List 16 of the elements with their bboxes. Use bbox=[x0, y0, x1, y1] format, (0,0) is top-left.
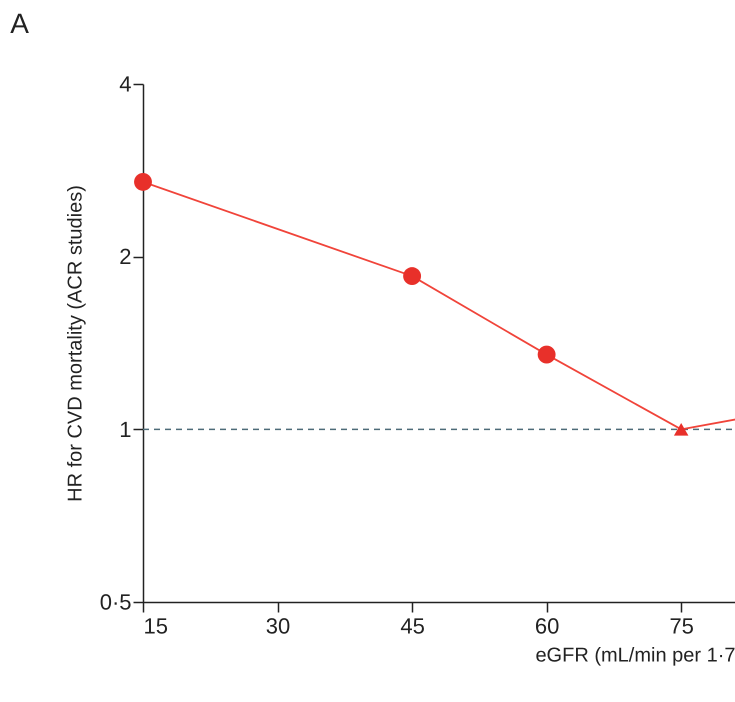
chart-title: A bbox=[10, 8, 30, 39]
y-axis-title: HR for CVD mortality (ACR studies) bbox=[64, 185, 87, 502]
x-tick-label: 30 bbox=[266, 614, 290, 638]
point bbox=[538, 346, 556, 364]
x-tick-label: 15 bbox=[144, 614, 168, 638]
x-tick-label: 75 bbox=[669, 614, 694, 638]
point bbox=[674, 423, 688, 436]
x-tick-label: 45 bbox=[400, 614, 425, 638]
y-tick-label: 1 bbox=[119, 416, 132, 442]
x-axis-title: eGFR (mL/min per 1·7 bbox=[535, 644, 735, 666]
x-tick-label: 60 bbox=[534, 614, 560, 638]
y-tick-label: 2 bbox=[119, 244, 132, 270]
y-tick-label: 0·5 bbox=[100, 590, 132, 614]
y-tick-label: 4 bbox=[119, 72, 132, 96]
point bbox=[403, 267, 422, 286]
point bbox=[134, 172, 152, 191]
